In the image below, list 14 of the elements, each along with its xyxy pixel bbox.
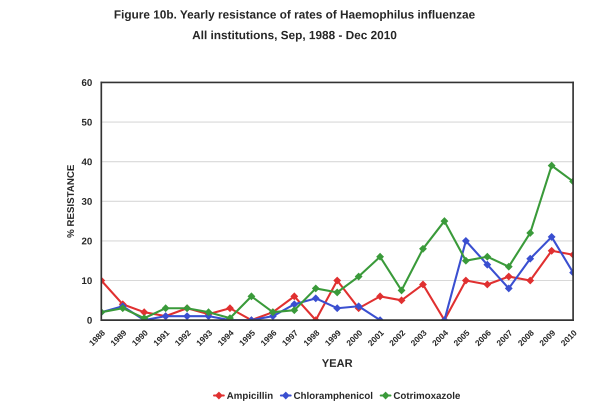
y-tick-label: 10 — [82, 277, 92, 284]
y-tick-label: 50 — [82, 118, 92, 126]
y-axis-title: % RESISTANCE — [67, 164, 74, 238]
y-tick-label: 30 — [82, 198, 92, 205]
legend-label: Cotrimoxazole — [394, 392, 460, 400]
y-tick-label: 60 — [82, 79, 92, 86]
legend-label: Chloramphenicol — [294, 392, 372, 401]
legend-label: Ampicillin — [226, 392, 273, 401]
chart-title: Figure 10b. Yearly resistance of rates of Haemophilus influenzae — [114, 10, 475, 22]
chart-subtitle: All institutions, Sep, 1988 - Dec 2010 — [192, 30, 396, 42]
x-axis-title: YEAR — [322, 359, 352, 367]
y-tick-label: 20 — [82, 238, 92, 244]
y-tick-label: 40 — [82, 158, 92, 166]
y-tick-label: 0 — [87, 316, 92, 324]
